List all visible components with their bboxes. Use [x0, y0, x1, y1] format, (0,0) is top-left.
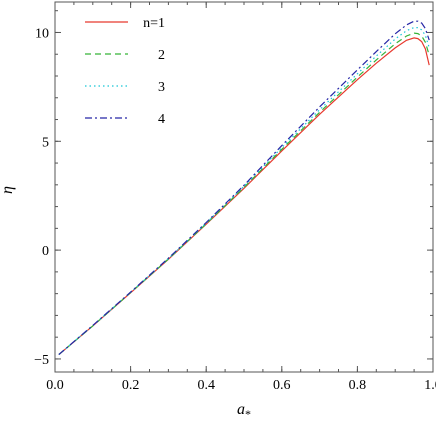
- x-tick-label: 0.8: [349, 378, 367, 393]
- x-tick-label: 1.0: [424, 378, 436, 393]
- x-tick-label: 0.2: [122, 378, 140, 393]
- y-axis-title: η: [0, 186, 16, 194]
- x-tick-label: 0.6: [273, 378, 291, 393]
- x-axis-title: a*: [237, 401, 251, 421]
- series-line-2: [58, 32, 430, 356]
- series-line-3: [58, 26, 430, 356]
- x-tick-label: 0.0: [46, 378, 64, 393]
- y-axis: −5 0 5 10: [34, 10, 433, 368]
- series-layer: [58, 20, 430, 356]
- y-tick-label: −5: [34, 353, 49, 368]
- legend-label: 2: [158, 48, 165, 63]
- y-tick-label: 5: [42, 135, 49, 150]
- x-axis-title-subscript: *: [245, 407, 251, 421]
- y-tick-label: 0: [42, 244, 49, 259]
- x-axis: 0.0 0.2 0.4 0.6 0.8 1.0: [46, 2, 436, 393]
- legend-label: n=1: [143, 16, 165, 31]
- legend-label: 3: [158, 80, 165, 95]
- series-line-n1: [58, 37, 430, 356]
- legend-label: 4: [158, 112, 165, 127]
- y-tick-label: 10: [35, 26, 49, 41]
- legend: n=1 2 3 4: [85, 16, 165, 127]
- plot-frame: [54, 1, 434, 373]
- x-tick-label: 0.4: [197, 378, 215, 393]
